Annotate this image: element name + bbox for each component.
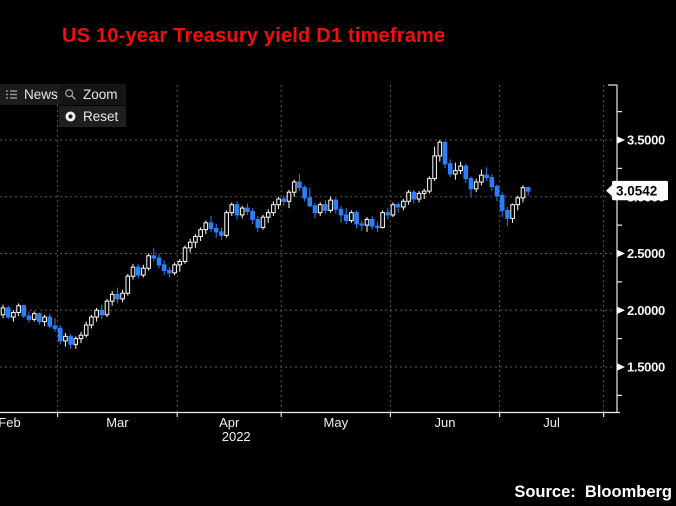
reset-button-label: Reset [83,109,119,124]
svg-text:2.0000: 2.0000 [627,303,665,318]
svg-text:Mar: Mar [106,415,129,430]
chart-title: US 10-year Treasury yield D1 timeframe [62,25,446,47]
svg-text:Jul: Jul [543,415,560,430]
svg-text:3.5000: 3.5000 [627,133,665,148]
zoom-button[interactable]: Zoom [59,84,126,105]
zoom-button-label: Zoom [83,87,118,102]
svg-text:2022: 2022 [222,429,251,444]
news-list-icon [5,88,18,101]
svg-text:May: May [324,415,349,430]
svg-text:2.5000: 2.5000 [627,246,665,261]
news-button[interactable]: News [0,84,66,105]
svg-text:1.5000: 1.5000 [627,360,665,375]
svg-text:Feb: Feb [0,415,21,430]
magnifier-icon [64,88,77,101]
source-credit: Source: Bloomberg [514,483,672,501]
svg-text:Jun: Jun [435,415,456,430]
svg-text:Apr: Apr [219,415,240,430]
record-circle-icon [64,110,77,123]
reset-button[interactable]: Reset [59,106,127,127]
news-button-label: News [24,87,58,102]
last-price-label: 3.0542 [616,183,657,198]
